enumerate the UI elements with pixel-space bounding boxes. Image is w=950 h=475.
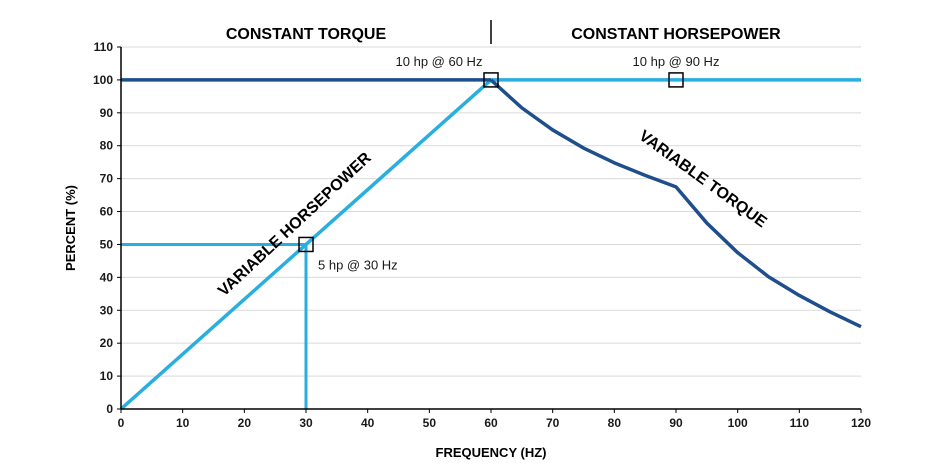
x-tick-label-20: 20 (238, 416, 252, 430)
x-tick-label-70: 70 (546, 416, 560, 430)
reference-lines (121, 242, 308, 409)
region-label-constant-torque: CONSTANT TORQUE (226, 26, 387, 43)
y-axis-title: PERCENT (%) (63, 185, 78, 271)
point-marker-2 (298, 236, 314, 253)
x-tick-label-90: 90 (669, 416, 683, 430)
annotation-label-0: 10 hp @ 60 Hz (396, 54, 483, 69)
annotations: 10 hp @ 60 Hz 10 hp @ 90 Hz 5 hp @ 30 Hz (318, 54, 719, 273)
x-tick-label-50: 50 (423, 416, 437, 430)
x-tick-labels: 0 10 20 30 40 50 60 70 80 90 100 110 120 (118, 409, 871, 430)
y-tick-label-50: 50 (100, 237, 114, 251)
x-axis-title: FREQUENCY (HZ) (436, 445, 547, 460)
annotation-label-2: 5 hp @ 30 Hz (318, 257, 398, 272)
x-tick-label-30: 30 (299, 416, 313, 430)
x-tick-label-10: 10 (176, 416, 190, 430)
annotation-label-1: 10 hp @ 90 Hz (633, 54, 720, 69)
point-markers (298, 72, 684, 253)
point-marker-1 (668, 72, 684, 88)
x-tick-label-110: 110 (790, 416, 810, 430)
x-tick-label-100: 100 (728, 416, 748, 430)
series-lines (119, 78, 862, 411)
point-marker-0 (483, 72, 499, 88)
y-tick-label-0: 0 (106, 402, 113, 416)
y-tick-label-20: 20 (100, 336, 114, 350)
y-tick-label-10: 10 (100, 369, 114, 383)
x-tick-label-0: 0 (118, 416, 125, 430)
variable-torque-line (489, 78, 862, 329)
y-tick-label-70: 70 (100, 172, 114, 186)
y-tick-label-100: 100 (93, 73, 113, 87)
y-tick-label-60: 60 (100, 205, 114, 219)
x-tick-label-80: 80 (608, 416, 622, 430)
y-tick-label-110: 110 (94, 40, 114, 54)
x-tick-label-120: 120 (851, 416, 871, 430)
y-tick-label-30: 30 (100, 303, 114, 317)
y-tick-label-90: 90 (100, 106, 114, 120)
y-tick-label-40: 40 (100, 270, 114, 284)
y-tick-label-80: 80 (100, 139, 114, 153)
region-label-constant-horsepower: CONSTANT HORSEPOWER (571, 26, 781, 43)
x-tick-label-60: 60 (484, 416, 498, 430)
x-tick-label-40: 40 (361, 416, 375, 430)
axes (120, 47, 861, 410)
y-tick-labels: 0 10 20 30 40 50 60 70 80 90 100 110 (93, 40, 121, 416)
